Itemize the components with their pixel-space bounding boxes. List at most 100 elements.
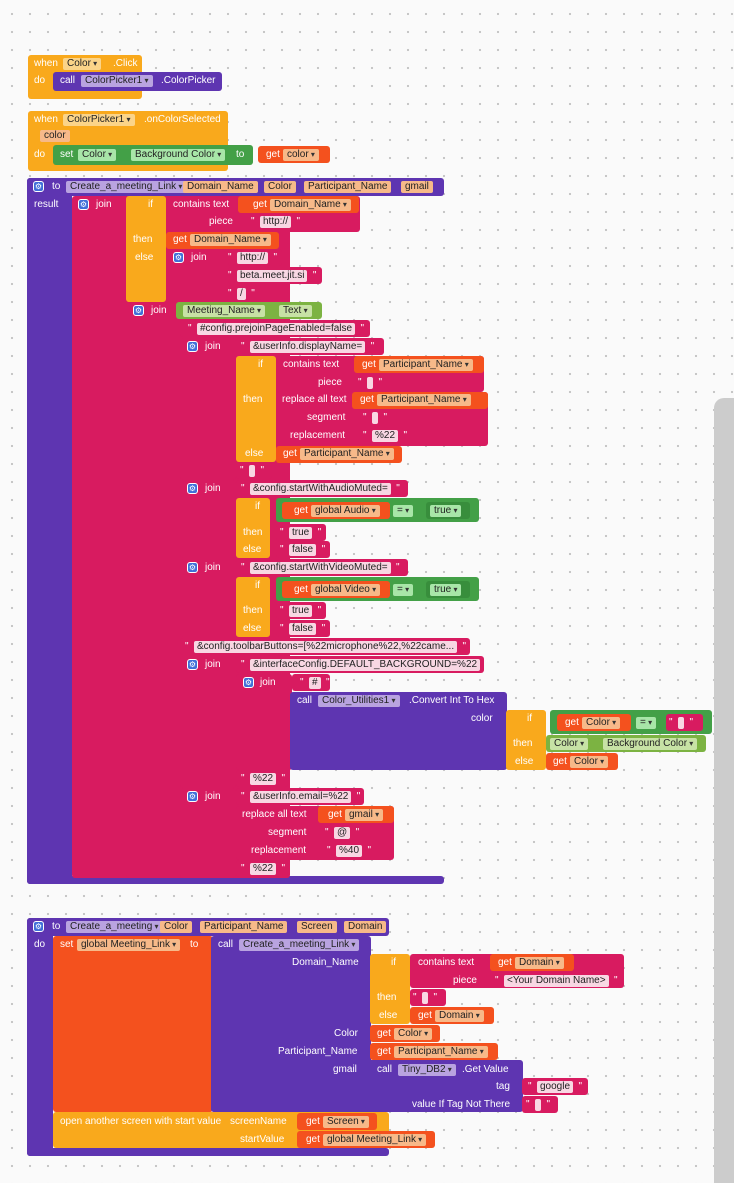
true-dropdown[interactable]: true — [430, 584, 462, 596]
string-space[interactable] — [363, 412, 387, 424]
string-prejoin[interactable]: #config.prejoinPageEnabled=false — [188, 323, 364, 335]
equals-dropdown[interactable]: = — [636, 717, 657, 729]
hash-join-block[interactable] — [236, 674, 292, 770]
gear-icon[interactable]: ⚙ — [187, 562, 198, 573]
get-gmail-dropdown[interactable]: gmail — [345, 809, 384, 821]
color-component-dropdown[interactable]: Color — [550, 738, 589, 750]
gear-icon[interactable]: ⚙ — [187, 483, 198, 494]
global-video-dropdown[interactable]: global Video — [311, 584, 381, 596]
param-color[interactable]: Color — [264, 181, 296, 193]
get-screen-dropdown[interactable]: Screen — [323, 1116, 369, 1128]
get-participant-dropdown[interactable]: Participant_Name — [300, 448, 394, 460]
gear-icon[interactable]: ⚙ — [173, 252, 184, 263]
color-utilities-dropdown[interactable]: Color_Utilities1 — [318, 695, 400, 707]
get-domain-name-dropdown[interactable]: Domain_Name — [190, 234, 271, 246]
string-google[interactable]: google — [528, 1081, 582, 1093]
gear-icon[interactable]: ⚙ — [187, 659, 198, 670]
gear-icon[interactable]: ⚙ — [187, 341, 198, 352]
get-color-dropdown[interactable]: Color — [394, 1028, 433, 1040]
string-at[interactable]: @ — [325, 827, 359, 839]
string-pct40[interactable]: %40 — [327, 845, 371, 857]
string-jitsi-domain[interactable]: beta.meet.jit.si — [228, 270, 317, 282]
string-false[interactable]: false — [280, 544, 325, 556]
global-meeting-link-dropdown[interactable]: global Meeting_Link — [77, 939, 181, 951]
display-name-join-block[interactable] — [180, 338, 236, 480]
get-participant-dropdown[interactable]: Participant_Name — [379, 359, 473, 371]
string-user-email[interactable]: &userInfo.email=%22 — [241, 791, 361, 803]
string-video-muted[interactable]: &config.startWithVideoMuted= — [241, 562, 399, 574]
string-blank[interactable] — [669, 717, 693, 729]
set-color-component-dropdown[interactable]: Color — [78, 149, 117, 161]
string-block-blank[interactable] — [410, 989, 446, 1006]
gear-icon[interactable]: ⚙ — [187, 791, 198, 802]
set-global-meeting-link-block[interactable] — [53, 936, 213, 1112]
string-true[interactable]: true — [280, 605, 322, 617]
gear-icon[interactable]: ⚙ — [33, 181, 44, 192]
string-hash[interactable]: # — [300, 677, 329, 689]
get-color-dropdown[interactable]: Color — [582, 717, 621, 729]
param-gmail[interactable]: gmail — [401, 181, 433, 193]
global-audio-dropdown[interactable]: global Audio — [311, 505, 380, 517]
email-join-block[interactable] — [180, 788, 236, 878]
colorpicker1-dropdown[interactable]: ColorPicker1 — [81, 75, 153, 87]
string-true[interactable]: true — [280, 527, 322, 539]
if-color-block[interactable] — [506, 710, 546, 770]
meeting-name-dropdown[interactable]: Meeting_Name — [183, 305, 266, 317]
param-participant-name[interactable]: Participant_Name — [304, 181, 392, 193]
get-domain-dropdown[interactable]: Domain — [435, 1010, 484, 1022]
vertical-scrollbar[interactable] — [714, 398, 734, 1183]
get-domain-name-dropdown[interactable]: Domain_Name — [270, 199, 351, 211]
gear-icon[interactable]: ⚙ — [133, 305, 144, 316]
string-domain-placeholder[interactable]: <Your Domain Name> — [495, 975, 617, 987]
string-false[interactable]: false — [280, 623, 325, 635]
procedure-call-dropdown[interactable]: Create_a_meeting_Link — [239, 939, 360, 951]
param-screen[interactable]: Screen — [297, 921, 337, 933]
equals-dropdown[interactable]: = — [393, 584, 414, 596]
gear-icon[interactable]: ⚙ — [33, 921, 44, 932]
if-video-block[interactable] — [236, 577, 270, 637]
color-component-dropdown[interactable]: Color — [63, 58, 102, 70]
if-participant-block[interactable] — [236, 356, 276, 462]
string-space[interactable] — [358, 377, 382, 389]
get-participant-dropdown[interactable]: Participant_Name — [394, 1046, 488, 1058]
string-pct22[interactable]: %22 — [241, 863, 285, 875]
text-property-dropdown[interactable]: Text — [279, 305, 312, 317]
background-join-block[interactable] — [180, 656, 236, 788]
string-pct22[interactable]: %22 — [241, 773, 285, 785]
if-domain-block[interactable] — [126, 196, 166, 302]
get-color-var-dropdown[interactable]: color — [283, 149, 319, 161]
param-color[interactable]: color — [40, 130, 70, 142]
get-color-dropdown[interactable]: Color — [570, 756, 609, 768]
string-display-name[interactable]: &userInfo.displayName= — [241, 341, 374, 353]
param-participant-name[interactable]: Participant_Name — [200, 921, 288, 933]
background-color-dropdown[interactable]: Background Color — [603, 738, 698, 750]
meeting-join-block[interactable] — [126, 302, 182, 878]
get-domain-dropdown[interactable]: Domain — [515, 957, 564, 969]
true-dropdown[interactable]: true — [430, 505, 462, 517]
string-slash[interactable]: / — [228, 288, 254, 300]
if-domain-block[interactable] — [370, 954, 410, 1024]
procedure-name-field[interactable]: Create_a_meeting_Link — [66, 181, 187, 193]
colorpicker1-dropdown[interactable]: ColorPicker1 — [63, 114, 135, 126]
string-toolbar-buttons[interactable]: &config.toolbarButtons=[%22microphone%22… — [185, 641, 466, 653]
tinydb-dropdown[interactable]: Tiny_DB2 — [398, 1064, 456, 1076]
if-audio-block[interactable] — [236, 498, 270, 558]
gear-icon[interactable]: ⚙ — [78, 199, 89, 210]
get-global-meeting-link-dropdown[interactable]: global Meeting_Link — [323, 1134, 427, 1146]
set-property-dropdown[interactable]: Background Color — [131, 149, 226, 161]
param-domain-name[interactable]: Domain_Name — [183, 181, 258, 193]
string-http[interactable]: http:// — [251, 216, 300, 228]
string-blank[interactable] — [413, 992, 437, 1004]
string-http[interactable]: http:// — [228, 252, 277, 264]
string-audio-muted[interactable]: &config.startWithAudioMuted= — [241, 483, 400, 495]
procedure-name-field[interactable]: Create_a_meeting — [66, 921, 163, 933]
string-block-blank[interactable] — [666, 714, 703, 731]
get-participant-dropdown[interactable]: Participant_Name — [377, 394, 471, 406]
string-pct22[interactable]: %22 — [363, 430, 407, 442]
string-default-background[interactable]: &interfaceConfig.DEFAULT_BACKGROUND=%22 — [241, 659, 489, 671]
string-blank[interactable] — [526, 1099, 550, 1111]
equals-dropdown[interactable]: = — [393, 505, 414, 517]
gear-icon[interactable]: ⚙ — [243, 677, 254, 688]
param-color[interactable]: Color — [160, 921, 192, 933]
string-empty[interactable] — [240, 465, 264, 477]
